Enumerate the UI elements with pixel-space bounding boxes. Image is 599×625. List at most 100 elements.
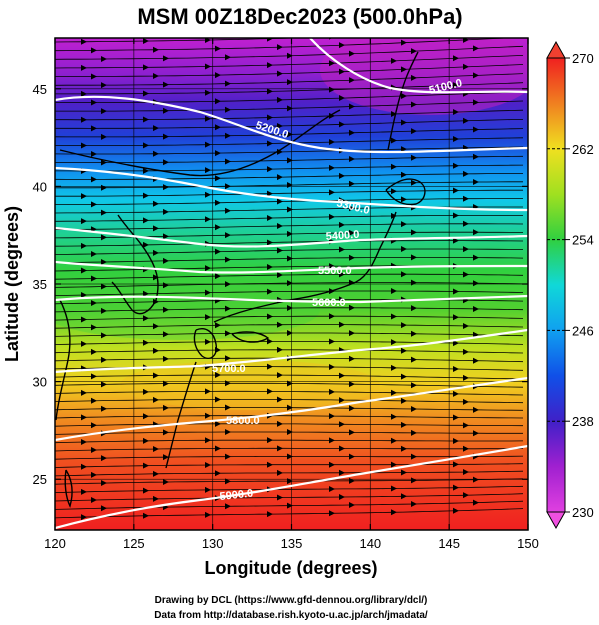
flow-arrow [205, 462, 211, 469]
flow-arrow [225, 158, 231, 165]
flow-arrow [401, 421, 407, 428]
flow-arrow [339, 246, 345, 253]
flow-arrow [349, 103, 355, 110]
flow-arrow [205, 191, 211, 198]
x-tick-label: 125 [123, 536, 145, 551]
flow-arrow [411, 453, 417, 460]
flow-arrow [463, 246, 469, 253]
streamline [55, 290, 524, 296]
flow-arrow [453, 136, 459, 143]
flow-arrow [153, 372, 159, 379]
flow-arrow [473, 305, 479, 312]
flow-arrow [101, 55, 107, 62]
flow-arrow [401, 92, 407, 99]
flow-arrow [391, 437, 397, 444]
streamline [55, 399, 524, 404]
flow-arrow [339, 494, 345, 501]
flow-arrow [401, 347, 407, 354]
flow-arrow [473, 179, 479, 186]
flow-arrow [215, 224, 221, 231]
streamline [55, 164, 524, 172]
flow-arrow [463, 348, 469, 355]
flow-arrow [225, 132, 231, 139]
flow-arrow [287, 453, 293, 460]
flow-arrow [91, 299, 97, 306]
flow-arrow [163, 208, 169, 215]
flow-arrow [473, 357, 479, 364]
flow-arrow [339, 469, 345, 476]
streamline [55, 374, 524, 380]
coastline-shikoku [231, 331, 270, 343]
flow-arrow [453, 340, 459, 347]
flow-arrow [287, 255, 293, 262]
flow-arrow [153, 396, 159, 403]
flow-arrow [91, 471, 97, 478]
flow-arrow [91, 422, 97, 429]
flow-arrow [153, 347, 159, 354]
flow-arrow [215, 72, 221, 79]
flow-arrow [143, 290, 149, 297]
flow-arrow [329, 213, 335, 220]
colorbar-tick-label: 262 [572, 142, 594, 157]
flow-arrow [101, 405, 107, 412]
streamline [55, 91, 524, 103]
flow-arrow [225, 207, 231, 214]
flow-arrow [401, 39, 407, 46]
flow-arrow [349, 180, 355, 187]
flow-arrow [473, 229, 479, 236]
flow-arrow [349, 429, 355, 436]
flow-arrow [205, 289, 211, 296]
flow-arrow [163, 133, 169, 140]
flow-arrow [143, 167, 149, 174]
flow-arrow [453, 82, 459, 89]
flow-arrow [453, 314, 459, 321]
flow-arrow [411, 229, 417, 236]
streamline [55, 109, 524, 121]
flow-arrow [205, 167, 211, 174]
flow-arrow [81, 218, 87, 225]
flow-arrow [225, 453, 231, 460]
flow-arrow [163, 55, 169, 62]
flow-arrow [401, 271, 407, 278]
flow-arrow [215, 322, 221, 329]
flow-arrow [143, 487, 149, 494]
y-tick-label: 35 [33, 277, 47, 292]
flow-arrow [453, 484, 459, 491]
flow-arrow [339, 321, 345, 328]
flow-arrow [463, 195, 469, 202]
flow-arrow [277, 96, 283, 103]
flow-arrow [287, 206, 293, 213]
flow-arrow [153, 274, 159, 281]
flow-arrow [163, 331, 169, 338]
flow-arrow [329, 388, 335, 395]
flow-arrow [225, 478, 231, 485]
contour-line-5400 [55, 226, 528, 248]
wind-streamlines [55, 38, 524, 521]
flow-arrow [143, 192, 149, 199]
colorbar-tick-label: 238 [572, 414, 594, 429]
flow-arrow [215, 273, 221, 280]
flow-arrow [401, 196, 407, 203]
flow-arrow [453, 212, 459, 219]
flow-arrow [101, 133, 107, 140]
flow-arrow [91, 99, 97, 106]
contour-line-5200 [55, 95, 528, 154]
flow-arrow [91, 324, 97, 331]
flow-arrow [91, 201, 97, 208]
flow-arrow [215, 372, 221, 379]
coastline-korea [111, 214, 159, 315]
flow-arrow [329, 112, 335, 119]
flow-arrow [401, 469, 407, 476]
flow-arrow [101, 505, 107, 512]
flow-arrow [349, 156, 355, 163]
flow-arrow [143, 38, 149, 45]
flow-arrow [391, 413, 397, 420]
flow-arrow [101, 307, 107, 314]
flow-arrow [287, 105, 293, 112]
credit-drawing: Drawing by DCL (https://www.gfd-dennou.o… [155, 595, 428, 606]
map-plot-area: 5100.0 5200.0 5300.0 5400.0 5500.0 5600.… [55, 38, 528, 530]
flow-arrow [401, 373, 407, 380]
flow-arrow [81, 90, 87, 97]
flow-arrow [401, 445, 407, 452]
flow-arrow [453, 365, 459, 372]
